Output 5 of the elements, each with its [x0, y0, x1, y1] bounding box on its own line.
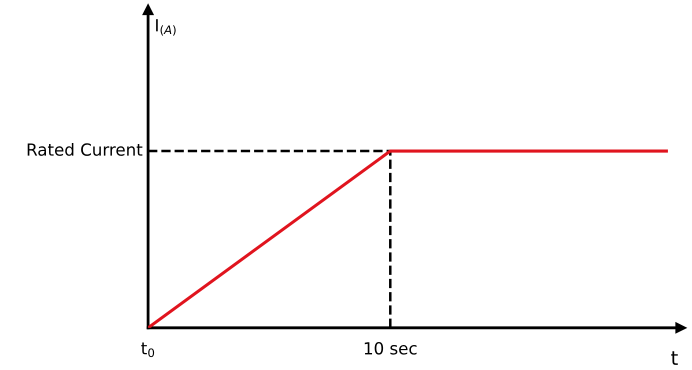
x-tick-label: t$_{0}$ — [141, 342, 154, 358]
text: I$_{(A)}$ — [156, 19, 176, 36]
ref-line-label: Rated Current — [28, 142, 142, 156]
x-tick-label: 10 sec — [364, 342, 417, 355]
x-axis-title: t — [671, 351, 678, 365]
